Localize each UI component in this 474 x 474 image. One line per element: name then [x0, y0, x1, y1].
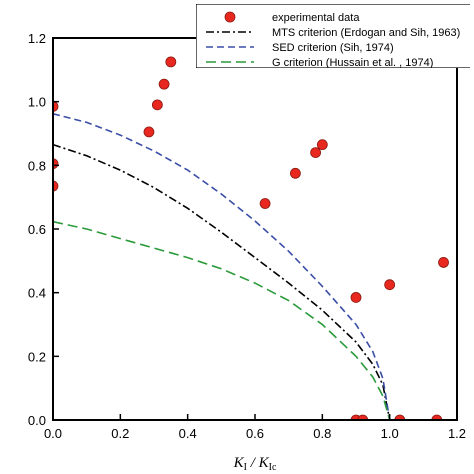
- data-point: [350, 292, 362, 303]
- data-point: [357, 414, 369, 420]
- legend-label: G criterion (Hussain et al. , 1974): [272, 57, 433, 69]
- x-tick-label: 0.0: [44, 426, 62, 441]
- data-point: [259, 198, 271, 209]
- legend-label: experimental data: [272, 12, 360, 24]
- axes: 0.0 0.2 0.4 0.6 0.8 1.0 1.2 0.0 0.2 0.4 0.6 0.8 1.0 1…: [28, 31, 466, 441]
- x-tick-label: 1.2: [448, 426, 466, 441]
- data-point: [438, 257, 449, 268]
- plot-frame: [52, 37, 458, 421]
- legend-label: MTS criterion (Erdogan and Sih, 1963): [272, 27, 460, 39]
- x-tick-label: 0.8: [313, 426, 331, 441]
- y-tick-label: 0.8: [28, 158, 46, 173]
- x-tick-label: 0.4: [179, 426, 197, 441]
- legend: experimental data MTS criterion (Erdogan …: [196, 4, 470, 69]
- y-tick-label: 0.2: [28, 349, 46, 364]
- series-line-0: [53, 143, 391, 420]
- x-tick-label: 1.0: [381, 426, 399, 441]
- x-axis-label: KI / KIc: [233, 455, 277, 473]
- data-point: [289, 167, 301, 179]
- data-point: [53, 158, 59, 170]
- x-tick-label: 0.6: [246, 426, 264, 441]
- legend-label: SED criterion (Sih, 1974): [272, 42, 394, 54]
- x-tick-label: 0.2: [111, 426, 129, 441]
- y-tick-label: 0.0: [28, 413, 46, 428]
- y-tick-label: 1.2: [28, 31, 46, 46]
- data-point: [143, 126, 155, 138]
- series-line-2: [53, 220, 391, 420]
- data-point: [158, 78, 170, 90]
- x-axis-label-sep: /: [247, 455, 259, 471]
- y-tick-label: 1.0: [28, 95, 46, 110]
- data-point: [316, 139, 328, 151]
- legend-marker: [224, 11, 236, 23]
- data-point: [53, 101, 59, 112]
- data-point: [151, 99, 163, 111]
- x-axis-label-k1: K: [233, 455, 245, 471]
- data-point: [431, 414, 443, 420]
- data-point: [165, 56, 177, 68]
- data-point: [394, 414, 406, 420]
- data-point: [384, 279, 396, 291]
- series-line-1: [53, 113, 391, 420]
- x-axis-label-k2: K: [258, 455, 270, 471]
- legend-box: [196, 4, 470, 68]
- plot-area: [53, 56, 449, 420]
- data-point: [53, 180, 59, 192]
- y-tick-label: 0.4: [28, 286, 46, 301]
- y-tick-label: 0.6: [28, 222, 46, 237]
- x-axis-label-k1-sub: I: [244, 462, 247, 473]
- x-axis-label-k2-sub: Ic: [269, 462, 277, 473]
- data-point: [310, 147, 322, 159]
